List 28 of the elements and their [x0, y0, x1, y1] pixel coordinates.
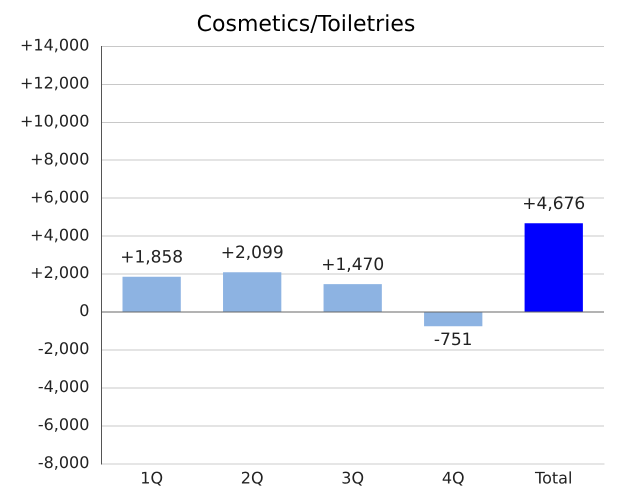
y-tick-label: +12,000 — [20, 74, 90, 92]
y-tick-label: +2,000 — [30, 263, 90, 282]
data-label: +2,099 — [220, 243, 284, 264]
y-tick-label: +4,000 — [30, 225, 90, 244]
y-tick-label: +10,000 — [20, 111, 90, 130]
x-tick-label: 3Q — [341, 468, 364, 488]
bar — [223, 272, 282, 312]
y-tick-label: +14,000 — [20, 36, 90, 55]
bar — [524, 223, 583, 312]
x-tick-label: 2Q — [240, 468, 264, 488]
chart-title: Cosmetics/Toiletries — [196, 12, 416, 37]
x-tick-label: Total — [534, 468, 572, 488]
bar — [122, 276, 181, 312]
bar — [324, 284, 382, 312]
y-tick-label: -8,000 — [38, 452, 90, 472]
bar — [424, 312, 482, 326]
data-label: +1,858 — [120, 248, 184, 268]
y-tick-label: -2,000 — [38, 339, 90, 358]
y-tick-label: -6,000 — [38, 415, 90, 434]
y-tick-label: 0 — [79, 301, 90, 320]
data-label: -751 — [434, 330, 473, 350]
y-tick-label: -4,000 — [38, 377, 90, 396]
y-tick-label: +6,000 — [30, 187, 90, 206]
data-label: +4,676 — [522, 194, 586, 214]
data-label: +1,470 — [321, 255, 384, 276]
x-tick-label: 4Q — [442, 468, 465, 488]
x-tick-label: 1Q — [140, 468, 164, 488]
y-tick-label: +8,000 — [30, 149, 90, 168]
